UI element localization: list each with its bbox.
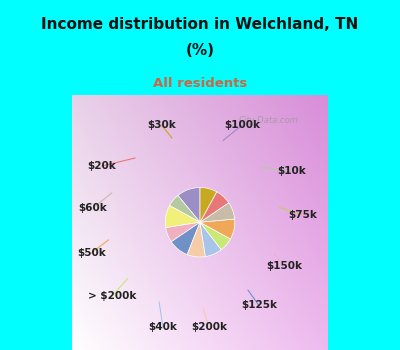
Wedge shape [187,222,206,257]
Text: $40k: $40k [148,322,177,332]
Text: $150k: $150k [266,261,302,271]
Wedge shape [200,222,221,257]
Wedge shape [200,219,235,239]
Text: City-Data.com: City-Data.com [239,116,299,125]
Text: $50k: $50k [77,248,106,258]
Text: > $200k: > $200k [88,291,136,301]
Wedge shape [200,203,234,222]
Text: (%): (%) [186,42,214,57]
Text: $200k: $200k [191,322,227,332]
Wedge shape [166,222,200,242]
Text: $75k: $75k [288,210,317,219]
Wedge shape [178,188,200,222]
Text: $10k: $10k [278,166,306,176]
Wedge shape [165,205,200,228]
Text: $100k: $100k [224,120,260,130]
Text: Income distribution in Welchland, TN: Income distribution in Welchland, TN [41,17,359,32]
Text: $20k: $20k [87,161,116,171]
Wedge shape [170,196,200,222]
Wedge shape [200,192,229,222]
Wedge shape [171,222,200,254]
Text: All residents: All residents [153,77,247,91]
Text: $30k: $30k [147,120,176,130]
Text: $125k: $125k [241,300,277,310]
Text: $60k: $60k [78,203,107,213]
Wedge shape [200,188,217,222]
Wedge shape [200,222,230,250]
